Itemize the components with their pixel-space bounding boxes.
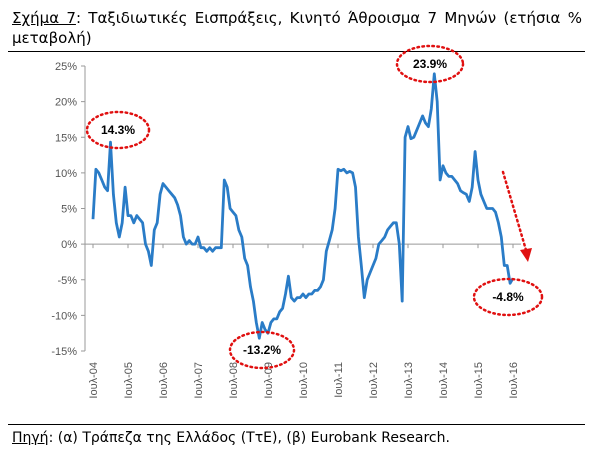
annotation: 14.3% bbox=[101, 123, 135, 137]
x-tick-label: Ιουλ-05 bbox=[123, 362, 135, 399]
caption-text: : Ταξιδιωτικές Εισπράξεις, Κινητό Άθροισ… bbox=[12, 9, 582, 47]
y-tick-label: -15% bbox=[51, 346, 77, 358]
annotation: 23.9% bbox=[413, 57, 447, 71]
x-tick-label: Ιουλ-09 bbox=[263, 362, 275, 399]
caption: Σχήμα 7: Ταξιδιωτικές Εισπράξεις, Κινητό… bbox=[12, 8, 582, 48]
highlight bbox=[85, 110, 151, 150]
highlight bbox=[228, 330, 296, 370]
y-tick-label: 20% bbox=[55, 97, 77, 109]
arrow-head bbox=[520, 248, 532, 262]
caption-label: Σχήμα 7 bbox=[12, 9, 76, 27]
x-tick-label: Ιουλ-13 bbox=[403, 362, 415, 399]
y-tick-label: 15% bbox=[55, 132, 77, 144]
source-label: Πηγή bbox=[12, 430, 49, 446]
rule bbox=[8, 424, 585, 425]
line bbox=[91, 72, 515, 340]
annotation: -4.8% bbox=[492, 290, 524, 304]
x-tick-label: Ιουλ-08 bbox=[228, 362, 240, 399]
y-tick-label: -5% bbox=[57, 275, 77, 287]
x-tick-label: Ιουλ-12 bbox=[368, 362, 380, 399]
x-tick-label: Ιουλ-10 bbox=[298, 362, 310, 399]
chart: -15% -10% -5% 0% 5% 10% 15% 20% 25% Ιουλ-04 Ιουλ-0… bbox=[51, 44, 544, 399]
y-tick-label: 5% bbox=[61, 204, 77, 216]
y-tick-label: 10% bbox=[55, 168, 77, 180]
source-text: : (α) Τράπεζα της Ελλάδος (ΤτΕ), (β) Eur… bbox=[48, 430, 450, 446]
y-tick-label: 25% bbox=[55, 61, 77, 73]
x-tick-label: Ιουλ-06 bbox=[158, 362, 170, 399]
rule bbox=[8, 51, 585, 52]
annotation: -13.2% bbox=[243, 343, 281, 357]
x-tick-label: Ιουλ-15 bbox=[473, 362, 485, 399]
y-tick-label: 0% bbox=[61, 239, 77, 251]
x-tick-label: Ιουλ-14 bbox=[438, 362, 450, 399]
x-tick-label: Ιουλ-04 bbox=[88, 362, 100, 399]
source: Πηγή: (α) Τράπεζα της Ελλάδος (ΤτΕ), (β)… bbox=[12, 430, 450, 446]
highlight bbox=[395, 44, 465, 84]
arrow bbox=[501, 170, 528, 252]
x-tick-label: Ιουλ-11 bbox=[333, 362, 345, 398]
highlight bbox=[472, 277, 544, 317]
y-tick-label: -10% bbox=[51, 310, 77, 322]
x-tick-label: Ιουλ-07 bbox=[193, 362, 205, 399]
x-tick-label: Ιουλ-16 bbox=[508, 362, 520, 399]
